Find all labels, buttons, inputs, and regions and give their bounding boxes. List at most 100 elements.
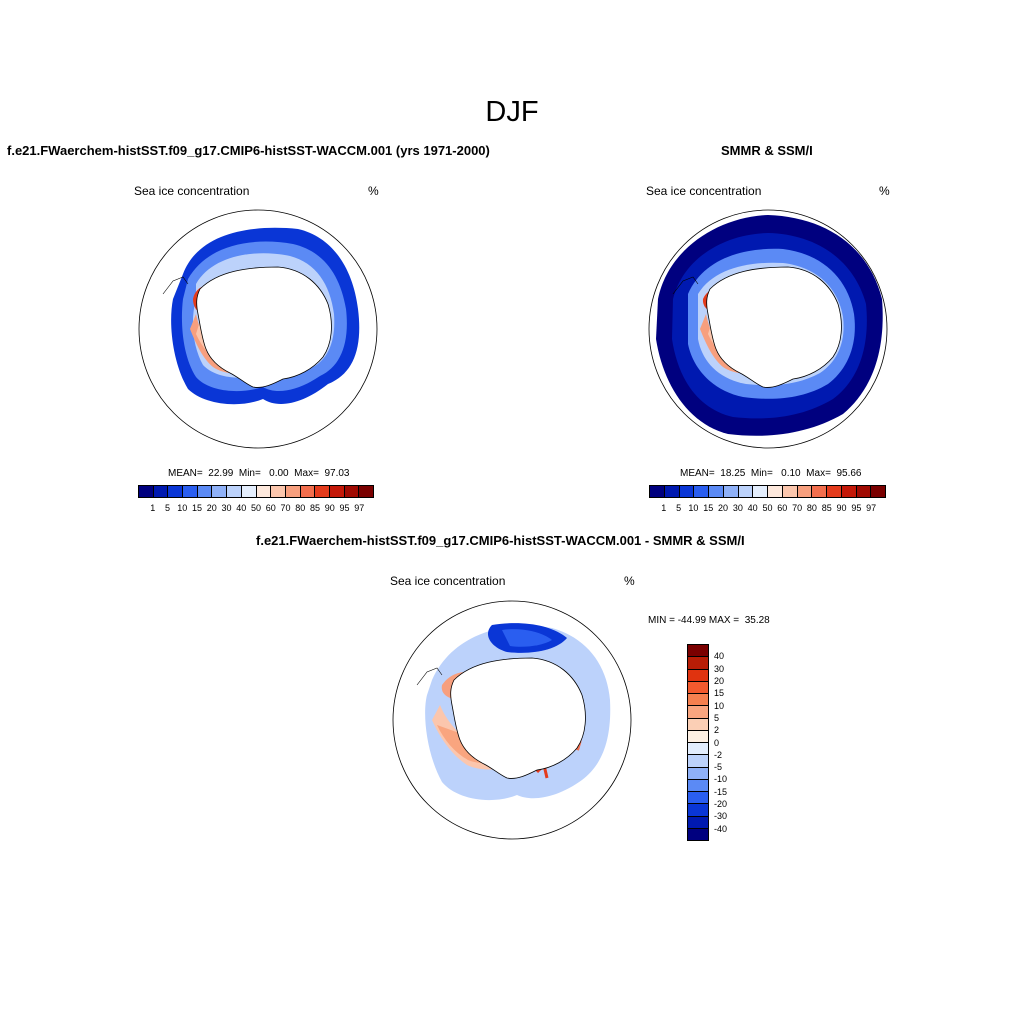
colorbar-swatch — [227, 486, 242, 497]
colorbar-tick-label: -15 — [714, 786, 728, 797]
colorbar-swatch — [285, 486, 301, 497]
panel2-polar-map — [648, 209, 888, 449]
colorbar-tick-label: 15 — [703, 503, 714, 513]
colorbar-tick-label: -5 — [714, 762, 723, 773]
colorbar-swatch — [856, 486, 872, 497]
colorbar-swatch — [256, 486, 272, 497]
colorbar-tick-label: 90 — [324, 503, 335, 513]
panel2-stats: MEAN= 18.25 Min= 0.10 Max= 95.66 — [680, 468, 862, 479]
colorbar-tick-label: 10 — [688, 503, 699, 513]
colorbar-swatch — [344, 486, 360, 497]
colorbar-tick-label: -10 — [714, 774, 728, 785]
colorbar-tick-label: 40 — [747, 503, 758, 513]
panel1-colorbar — [138, 485, 374, 498]
colorbar-tick-label: 30 — [221, 503, 232, 513]
colorbar-tick-label: 60 — [265, 503, 276, 513]
colorbar-swatch — [688, 718, 708, 731]
panel1-polar-map — [138, 209, 378, 449]
colorbar-swatch — [650, 486, 665, 497]
colorbar-swatch — [197, 486, 213, 497]
colorbar-swatch — [688, 694, 708, 707]
colorbar-swatch — [168, 486, 184, 497]
colorbar-tick-label: 15 — [714, 688, 725, 699]
colorbar-swatch — [139, 486, 154, 497]
colorbar-swatch — [688, 767, 708, 780]
colorbar-swatch — [300, 486, 316, 497]
peninsula-coast — [162, 276, 189, 295]
colorbar-tick-label: 10 — [714, 700, 725, 711]
colorbar-tick-label: 10 — [177, 503, 188, 513]
colorbar-tick-label: 85 — [821, 503, 832, 513]
colorbar-swatch — [359, 486, 373, 497]
colorbar-tick-label: 40 — [714, 651, 725, 662]
peninsula-coast — [416, 667, 443, 686]
colorbar-swatch — [329, 486, 345, 497]
colorbar-tick-label: 2 — [714, 725, 720, 736]
colorbar-tick-label: -40 — [714, 823, 728, 834]
colorbar-swatch — [688, 645, 708, 658]
antarctica-landmass — [450, 657, 586, 779]
colorbar-swatch — [782, 486, 798, 497]
colorbar-tick-label: 70 — [280, 503, 291, 513]
colorbar-tick-label: -20 — [714, 799, 728, 810]
panel3-stats: MIN = -44.99 MAX = 35.28 — [648, 615, 770, 626]
colorbar-tick-label: 40 — [236, 503, 247, 513]
colorbar-tick-label: 20 — [718, 503, 729, 513]
colorbar-tick-label: 70 — [792, 503, 803, 513]
colorbar-tick-label: 90 — [836, 503, 847, 513]
panel3-unit-label: % — [624, 574, 635, 588]
colorbar-swatch — [688, 792, 708, 805]
colorbar-tick-label: 15 — [191, 503, 203, 513]
colorbar-tick-label: 60 — [777, 503, 788, 513]
colorbar-swatch — [688, 804, 708, 817]
panel1-colorbar-labels: 1 5 10 15 20 30 40 50 60 70 80 85 90 95 97 — [138, 503, 374, 515]
colorbar-swatch — [688, 755, 708, 768]
panel1-variable-label: Sea ice concentration — [134, 184, 250, 198]
panel1-stats: MEAN= 22.99 Min= 0.00 Max= 97.03 — [168, 468, 350, 479]
colorbar-tick-label: 85 — [309, 503, 321, 513]
colorbar-swatch — [271, 486, 286, 497]
panel3-title: f.e21.FWaerchem-histSST.f09_g17.CMIP6-hi… — [256, 533, 745, 548]
panel3-polar-map — [392, 600, 632, 840]
colorbar-swatch — [315, 486, 330, 497]
colorbar-swatch — [688, 730, 708, 743]
colorbar-swatch — [768, 486, 783, 497]
panel2-variable-label: Sea ice concentration — [646, 184, 762, 198]
panel3-variable-label: Sea ice concentration — [390, 574, 506, 588]
panel2-colorbar — [649, 485, 886, 498]
panel2-colorbar-labels: 1 5 10 15 20 30 40 50 60 70 80 85 90 95 97 — [649, 503, 886, 515]
colorbar-swatch — [688, 669, 708, 682]
colorbar-tick-label: 30 — [714, 663, 725, 674]
colorbar-tick-label: 1 — [661, 503, 667, 513]
colorbar-tick-label: 95 — [851, 503, 862, 513]
colorbar-swatch — [812, 486, 827, 497]
colorbar-tick-label: 5 — [676, 503, 682, 513]
colorbar-tick-label: 80 — [295, 503, 306, 513]
colorbar-swatch — [738, 486, 754, 497]
panel1-title: f.e21.FWaerchem-histSST.f09_g17.CMIP6-hi… — [7, 143, 490, 158]
colorbar-swatch — [688, 816, 708, 829]
colorbar-swatch — [723, 486, 739, 497]
colorbar-tick-label: 20 — [714, 675, 725, 686]
colorbar-tick-label: 50 — [762, 503, 773, 513]
colorbar-swatch — [153, 486, 169, 497]
colorbar-tick-label: 97 — [866, 503, 877, 513]
colorbar-swatch — [827, 486, 842, 497]
panel3-colorbar-labels: 40 30 20 15 10 5 2 0 -2 -5 -10 -15 -20 -30 -40 — [714, 644, 744, 841]
antarctica-landmass — [706, 266, 842, 388]
antarctica-landmass — [196, 266, 332, 388]
colorbar-tick-label: 0 — [714, 737, 720, 748]
colorbar-tick-label: 97 — [354, 503, 365, 513]
colorbar-swatch — [753, 486, 768, 497]
colorbar-swatch — [688, 828, 708, 840]
colorbar-tick-label: 5 — [714, 712, 720, 723]
colorbar-swatch — [709, 486, 724, 497]
colorbar-tick-label: 80 — [806, 503, 817, 513]
colorbar-swatch — [688, 681, 708, 694]
colorbar-tick-label: 95 — [339, 503, 350, 513]
colorbar-swatch — [664, 486, 680, 497]
colorbar-tick-label: 1 — [150, 503, 156, 513]
colorbar-swatch — [797, 486, 813, 497]
colorbar-swatch — [688, 657, 708, 670]
colorbar-swatch — [241, 486, 257, 497]
